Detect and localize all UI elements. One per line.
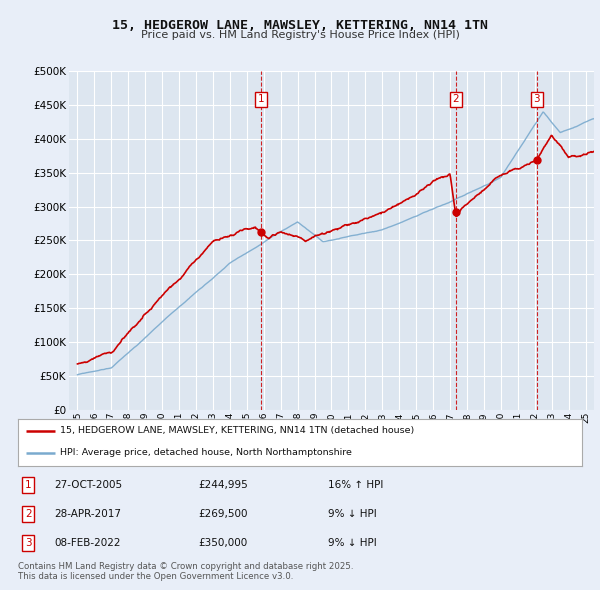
Text: HPI: Average price, detached house, North Northamptonshire: HPI: Average price, detached house, Nort… — [60, 448, 352, 457]
Text: Contains HM Land Registry data © Crown copyright and database right 2025.
This d: Contains HM Land Registry data © Crown c… — [18, 562, 353, 581]
Text: 2: 2 — [452, 94, 459, 104]
Text: £244,995: £244,995 — [199, 480, 248, 490]
Text: 08-FEB-2022: 08-FEB-2022 — [55, 537, 121, 548]
Text: 1: 1 — [25, 480, 31, 490]
Text: 9% ↓ HPI: 9% ↓ HPI — [328, 537, 377, 548]
Text: 28-APR-2017: 28-APR-2017 — [55, 509, 122, 519]
Text: Price paid vs. HM Land Registry's House Price Index (HPI): Price paid vs. HM Land Registry's House … — [140, 30, 460, 40]
Text: 1: 1 — [257, 94, 264, 104]
Text: 27-OCT-2005: 27-OCT-2005 — [55, 480, 123, 490]
Text: 3: 3 — [533, 94, 540, 104]
Text: 15, HEDGEROW LANE, MAWSLEY, KETTERING, NN14 1TN: 15, HEDGEROW LANE, MAWSLEY, KETTERING, N… — [112, 19, 488, 32]
Text: 2: 2 — [25, 509, 31, 519]
Text: 16% ↑ HPI: 16% ↑ HPI — [328, 480, 383, 490]
Text: £269,500: £269,500 — [199, 509, 248, 519]
Text: 15, HEDGEROW LANE, MAWSLEY, KETTERING, NN14 1TN (detached house): 15, HEDGEROW LANE, MAWSLEY, KETTERING, N… — [60, 426, 415, 435]
Text: 9% ↓ HPI: 9% ↓ HPI — [328, 509, 377, 519]
Text: 3: 3 — [25, 537, 31, 548]
Text: £350,000: £350,000 — [199, 537, 248, 548]
